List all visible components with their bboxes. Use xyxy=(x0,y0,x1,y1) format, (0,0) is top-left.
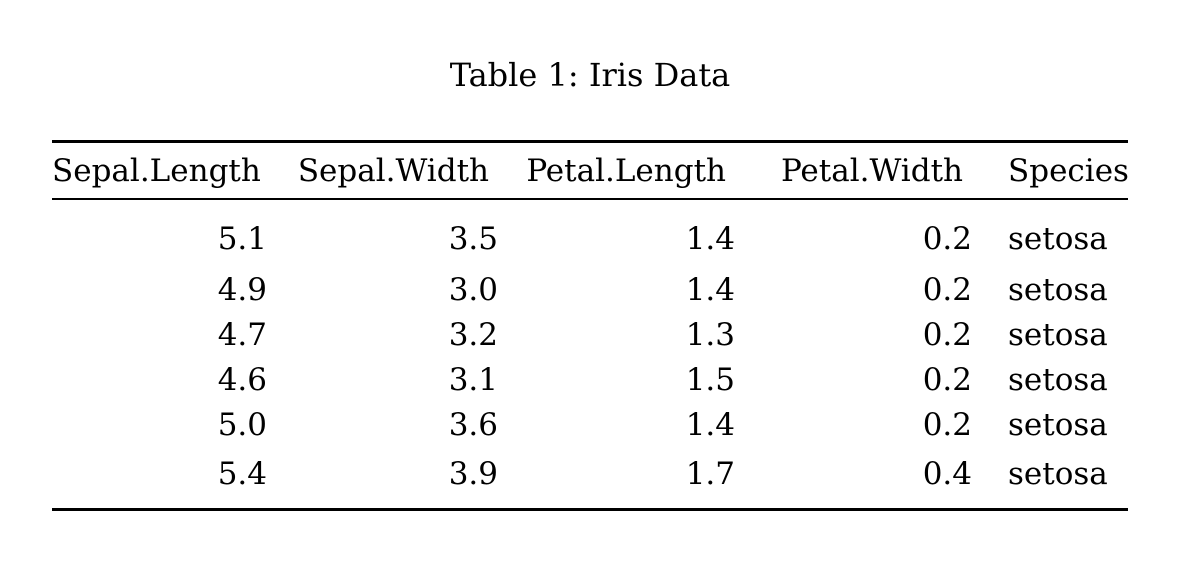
table-cell: 0.2 xyxy=(922,406,972,443)
table-cell: 5.1 xyxy=(217,221,267,257)
table-cell: setosa xyxy=(1008,221,1108,257)
table-cell: 3.5 xyxy=(448,221,498,257)
column-header-petal-width: Petal.Width xyxy=(780,152,963,189)
table-row: 4.6 3.1 1.5 0.2 setosa xyxy=(52,357,1128,402)
table-cell: 0.2 xyxy=(922,361,972,398)
table-row: 4.9 3.0 1.4 0.2 setosa xyxy=(52,267,1128,312)
table-cell: 0.2 xyxy=(922,316,972,353)
table-cell: setosa xyxy=(1008,271,1108,308)
table-cell: setosa xyxy=(1008,455,1108,492)
table-caption: Table 1: Iris Data xyxy=(449,56,731,94)
table-cell: 1.4 xyxy=(685,221,735,257)
table-cell: 5.4 xyxy=(217,455,267,492)
table-cell: 1.4 xyxy=(685,406,735,443)
table-cell: 4.7 xyxy=(217,316,267,353)
table-cell: setosa xyxy=(1008,316,1108,353)
table-cell: 1.5 xyxy=(685,361,735,398)
table-row: 4.7 3.2 1.3 0.2 setosa xyxy=(52,312,1128,357)
column-header-sepal-length: Sepal.Length xyxy=(52,152,261,189)
table-cell: 4.9 xyxy=(217,271,267,308)
table-cell: 3.2 xyxy=(448,316,498,353)
table-row: 5.0 3.6 1.4 0.2 setosa xyxy=(52,402,1128,447)
column-header-sepal-width: Sepal.Width xyxy=(297,152,489,189)
table-row: 5.4 3.9 1.7 0.4 setosa xyxy=(52,447,1128,510)
table-cell: 3.1 xyxy=(448,361,498,398)
table-cell: 1.7 xyxy=(685,455,735,492)
table-cell: 0.4 xyxy=(922,455,972,492)
header-row: Sepal.Length Sepal.Width Petal.Length Petal… xyxy=(52,142,1129,199)
table-cell: 4.6 xyxy=(217,361,267,398)
table-container: Sepal.Length Sepal.Width Petal.Length Petal… xyxy=(52,140,1129,511)
table-cell: 1.4 xyxy=(685,271,735,308)
table-body: 5.1 3.5 1.4 0.2 setosa 4.9 3.0 1.4 0.2 setosa 4.7 3… xyxy=(52,199,1128,510)
column-header-species: Species xyxy=(1008,152,1129,189)
table-cell: setosa xyxy=(1008,406,1108,443)
table-cell: setosa xyxy=(1008,361,1108,398)
table-row: 5.1 3.5 1.4 0.2 setosa xyxy=(52,199,1128,267)
table-cell: 0.2 xyxy=(922,221,972,257)
table-cell: 3.9 xyxy=(448,455,498,492)
iris-table: Sepal.Length Sepal.Width Petal.Length Petal… xyxy=(52,140,1129,511)
table-cell: 5.0 xyxy=(217,406,267,443)
table-cell: 0.2 xyxy=(922,271,972,308)
column-header-petal-length: Petal.Length xyxy=(526,152,726,189)
table-cell: 3.0 xyxy=(448,271,498,308)
table-cell: 3.6 xyxy=(448,406,498,443)
table-cell: 1.3 xyxy=(685,316,735,353)
